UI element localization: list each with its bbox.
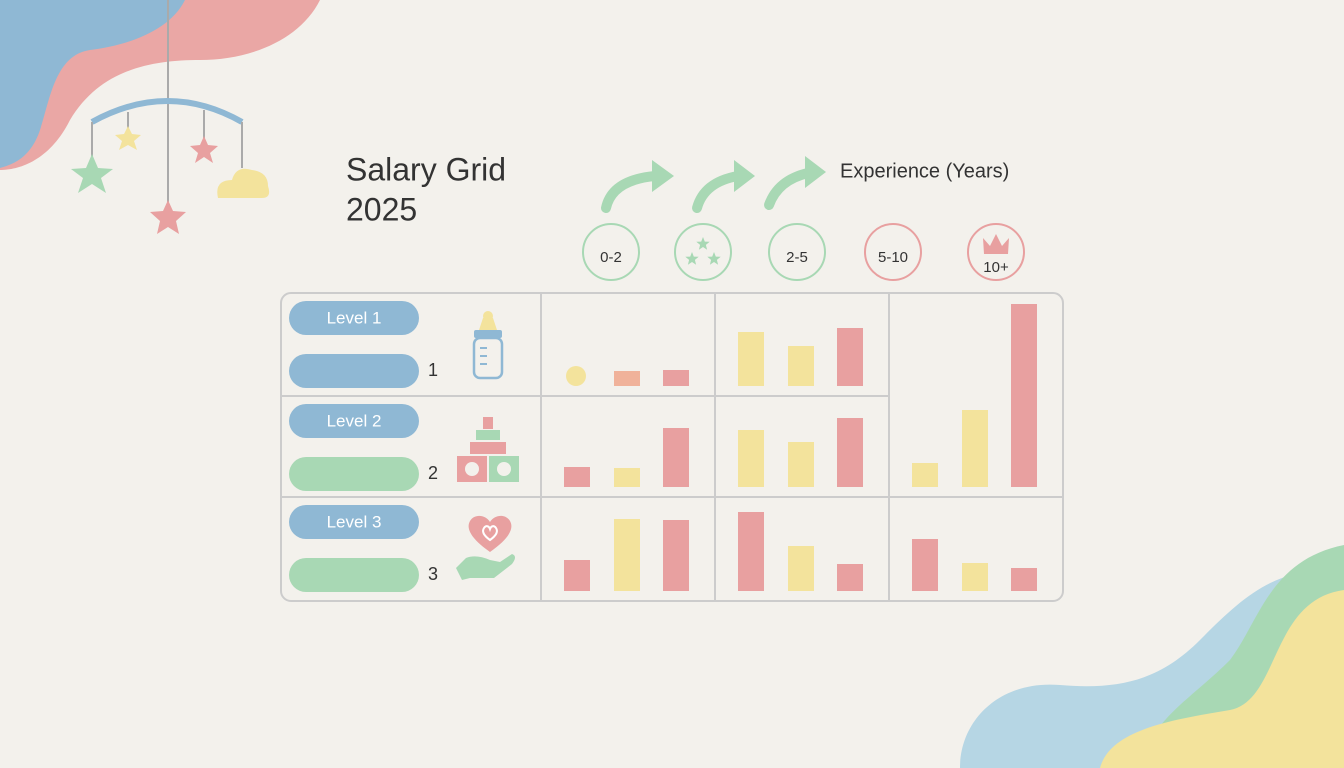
bar — [837, 564, 863, 591]
band-label: 0-2 — [600, 249, 622, 266]
band-circle — [967, 223, 1025, 281]
cloud — [217, 168, 270, 198]
blocks-icon — [457, 417, 519, 482]
level-label: Level 1 — [327, 308, 382, 327]
bar — [738, 430, 764, 487]
pill — [289, 558, 419, 592]
table-lines — [281, 293, 1063, 601]
bar — [788, 546, 814, 591]
level-number: 2 — [428, 463, 438, 483]
level-label: Level 3 — [327, 512, 382, 531]
pill — [289, 354, 419, 388]
crown-icon — [983, 234, 1009, 254]
bar — [837, 328, 863, 386]
arrowheads — [652, 156, 826, 192]
bar — [1011, 304, 1037, 487]
blob — [0, 0, 185, 168]
band-label: 2-5 — [786, 249, 808, 266]
bar — [788, 442, 814, 487]
level-pill — [289, 404, 419, 438]
blob — [1100, 590, 1344, 768]
star — [115, 126, 141, 150]
band-circle — [768, 223, 826, 281]
dot — [566, 366, 586, 386]
band-circle — [674, 223, 732, 281]
bar — [738, 332, 764, 386]
bar — [962, 410, 988, 487]
band-label: 10+ — [983, 259, 1009, 276]
table-frame — [280, 292, 1064, 602]
heart-hand-icon — [456, 515, 515, 580]
band-label: 5-10 — [878, 249, 908, 266]
star-icon — [685, 252, 699, 265]
star — [190, 136, 218, 163]
band-circle — [582, 223, 640, 281]
level-number: 3 — [428, 564, 438, 584]
mobile-icon — [90, 0, 244, 205]
bar — [738, 512, 764, 591]
pill — [289, 457, 419, 491]
bar — [564, 467, 590, 487]
arrows — [601, 168, 813, 213]
bar — [614, 519, 640, 591]
bar — [912, 539, 938, 591]
star-icon — [696, 237, 710, 250]
bar — [663, 370, 689, 386]
bar — [614, 468, 640, 487]
band-circle — [864, 223, 922, 281]
level-label: Level 2 — [327, 411, 382, 430]
bar — [1011, 568, 1037, 591]
bar — [837, 418, 863, 487]
title: 2025 — [346, 191, 417, 227]
star — [150, 200, 186, 234]
level-pill — [289, 301, 419, 335]
bar — [788, 346, 814, 386]
level-pill — [289, 505, 419, 539]
bar — [663, 520, 689, 591]
star — [71, 154, 113, 193]
axis-label: Experience (Years) — [840, 160, 1009, 182]
star-icon — [707, 252, 721, 265]
title: Salary Grid — [346, 151, 506, 187]
bar — [614, 371, 640, 386]
bar — [912, 463, 938, 487]
level-number: 1 — [428, 360, 438, 380]
bar — [564, 560, 590, 591]
bar — [663, 428, 689, 487]
bar — [962, 563, 988, 591]
bottle-icon — [472, 311, 504, 380]
